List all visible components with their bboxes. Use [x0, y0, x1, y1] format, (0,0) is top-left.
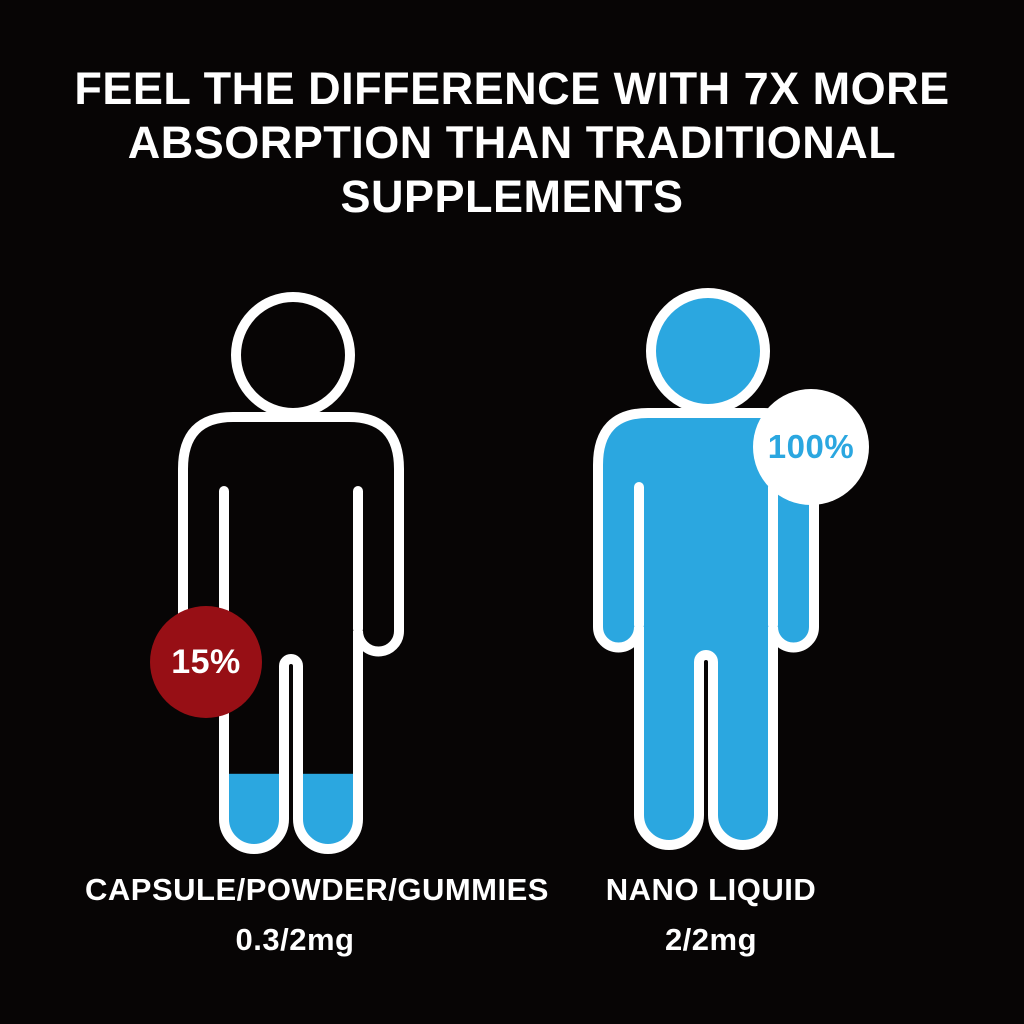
traditional-absorption-value: 15%	[171, 642, 241, 681]
traditional-label-block: CAPSULE/POWDER/GUMMIES 0.3/2mg	[85, 872, 549, 958]
traditional-absorption-badge: 15%	[150, 606, 262, 718]
traditional-dosage-label: 0.3/2mg	[235, 922, 355, 957]
nano-label-block: NANO LIQUID 2/2mg	[501, 872, 921, 958]
headline: FEEL THE DIFFERENCE WITH 7X MORE ABSORPT…	[0, 62, 1024, 224]
headline-line-1: FEEL THE DIFFERENCE WITH 7X MORE	[74, 63, 950, 114]
nano-person-figure	[588, 287, 824, 855]
headline-line-2: ABSORPTION THAN TRADITIONAL	[127, 117, 897, 168]
traditional-person-figure	[173, 291, 409, 859]
traditional-product-label: CAPSULE/POWDER/GUMMIES	[85, 872, 549, 907]
nano-absorption-badge: 100%	[753, 389, 869, 505]
person-filled-icon	[593, 288, 819, 850]
headline-line-3: SUPPLEMENTS	[340, 171, 684, 222]
nano-absorption-value: 100%	[767, 428, 855, 465]
person-outline-icon	[178, 292, 404, 854]
nano-dosage-label: 2/2mg	[664, 922, 758, 957]
nano-product-label: NANO LIQUID	[605, 872, 817, 907]
